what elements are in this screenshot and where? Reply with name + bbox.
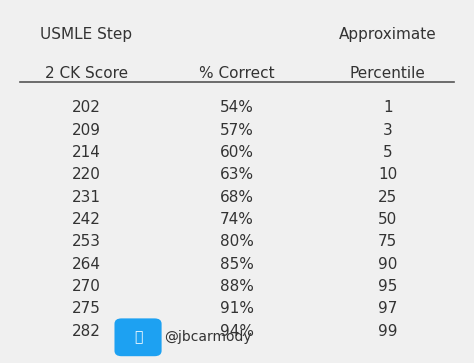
Text: 🐦: 🐦 bbox=[134, 330, 142, 344]
Text: 68%: 68% bbox=[220, 190, 254, 205]
Text: Percentile: Percentile bbox=[350, 66, 426, 81]
Text: 220: 220 bbox=[72, 167, 100, 183]
Text: 63%: 63% bbox=[220, 167, 254, 183]
Text: 75: 75 bbox=[378, 234, 397, 249]
Text: 54%: 54% bbox=[220, 101, 254, 115]
Text: 1: 1 bbox=[383, 101, 392, 115]
FancyBboxPatch shape bbox=[115, 318, 162, 356]
Text: 57%: 57% bbox=[220, 123, 254, 138]
Text: 90: 90 bbox=[378, 257, 398, 272]
Text: 97: 97 bbox=[378, 301, 398, 317]
Text: 95: 95 bbox=[378, 279, 398, 294]
Text: 2 CK Score: 2 CK Score bbox=[45, 66, 128, 81]
Text: @jbcarmody: @jbcarmody bbox=[164, 330, 252, 344]
Text: 10: 10 bbox=[378, 167, 397, 183]
Text: 91%: 91% bbox=[220, 301, 254, 317]
Text: 80%: 80% bbox=[220, 234, 254, 249]
Text: 60%: 60% bbox=[220, 145, 254, 160]
Text: 50: 50 bbox=[378, 212, 397, 227]
Text: 231: 231 bbox=[72, 190, 100, 205]
Text: % Correct: % Correct bbox=[199, 66, 275, 81]
Text: 209: 209 bbox=[72, 123, 100, 138]
Text: 275: 275 bbox=[72, 301, 100, 317]
Text: 99: 99 bbox=[378, 324, 398, 339]
Text: 282: 282 bbox=[72, 324, 100, 339]
Text: 3: 3 bbox=[383, 123, 392, 138]
Text: 74%: 74% bbox=[220, 212, 254, 227]
Text: 88%: 88% bbox=[220, 279, 254, 294]
Text: 242: 242 bbox=[72, 212, 100, 227]
Text: 264: 264 bbox=[72, 257, 100, 272]
Text: 214: 214 bbox=[72, 145, 100, 160]
Text: Approximate: Approximate bbox=[339, 26, 437, 42]
Text: 25: 25 bbox=[378, 190, 397, 205]
Text: 253: 253 bbox=[72, 234, 100, 249]
Text: 94%: 94% bbox=[220, 324, 254, 339]
Text: 270: 270 bbox=[72, 279, 100, 294]
Text: 85%: 85% bbox=[220, 257, 254, 272]
Text: USMLE Step: USMLE Step bbox=[40, 26, 132, 42]
Text: 5: 5 bbox=[383, 145, 392, 160]
Text: 202: 202 bbox=[72, 101, 100, 115]
